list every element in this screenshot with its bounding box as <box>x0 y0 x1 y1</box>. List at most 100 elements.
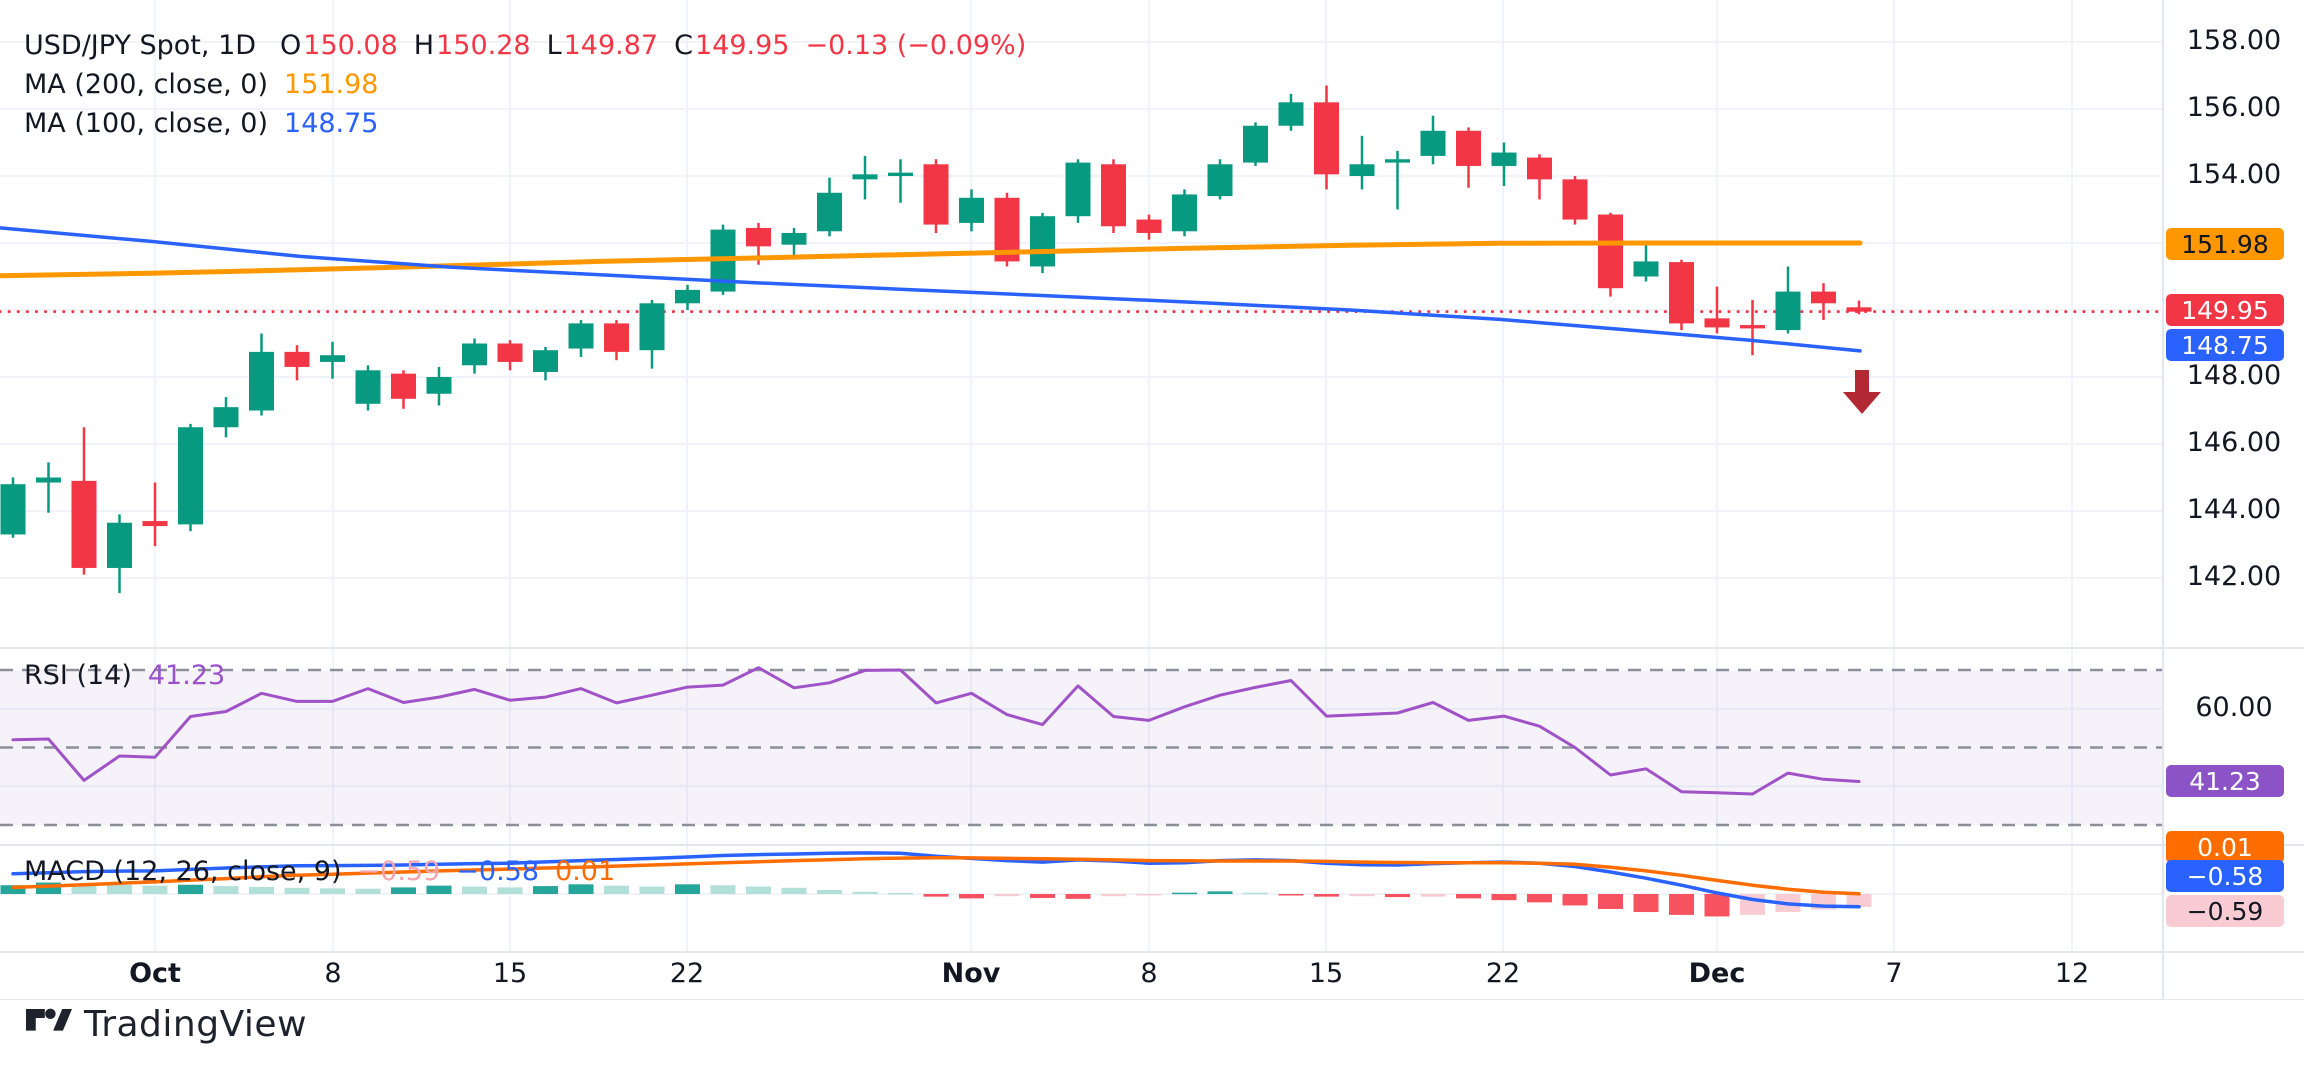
candlestick[interactable] <box>1846 300 1872 315</box>
symbol-title: USD/JPY Spot, 1D <box>24 30 257 61</box>
candlestick[interactable] <box>1811 283 1836 321</box>
main-legend[interactable]: USD/JPY Spot, 1D O 150.08 H 150.28 L 149.87… <box>24 30 1026 147</box>
time-tick-label: Nov <box>941 958 1001 989</box>
symbol-legend-row[interactable]: USD/JPY Spot, 1D O 150.08 H 150.28 L 149.87… <box>24 30 1026 69</box>
candlestick[interactable] <box>1172 189 1197 237</box>
tradingview-logo[interactable]: TradingView <box>26 1004 307 1045</box>
macd-signal-badge: 0.01 <box>2166 831 2284 863</box>
candlestick[interactable] <box>568 320 594 357</box>
ma200-price-badge: 151.98 <box>2166 228 2284 260</box>
candlestick[interactable] <box>142 482 168 547</box>
ma200-value: 151.98 <box>284 69 379 100</box>
price-tick-label: 154.00 <box>2186 159 2282 190</box>
time-tick-label: 15 <box>1308 958 1344 989</box>
candlestick[interactable] <box>1491 142 1517 187</box>
candlestick[interactable] <box>284 345 310 381</box>
candlestick[interactable] <box>1136 214 1162 240</box>
price-tick-label: 142.00 <box>2186 561 2282 592</box>
rsi-line[interactable] <box>11 666 1861 796</box>
pane-separators[interactable] <box>0 0 2304 1000</box>
ohlc-open: O 150.08 <box>280 30 398 61</box>
candlestick[interactable] <box>107 514 132 594</box>
down-arrow-marker[interactable] <box>1843 370 1881 414</box>
macd-label: MACD (12, 26, close, 9) <box>24 856 342 887</box>
candlestick[interactable] <box>71 427 97 575</box>
macd-signal-value: 0.01 <box>555 856 616 887</box>
candlestick[interactable] <box>1278 93 1304 131</box>
candlestick[interactable] <box>1207 159 1233 200</box>
candlestick[interactable] <box>462 338 487 374</box>
candlestick[interactable] <box>1030 212 1055 274</box>
candlestick[interactable] <box>994 192 1020 267</box>
time-tick-label: 12 <box>2054 958 2090 989</box>
ohlc-low: L 149.87 <box>546 30 659 61</box>
tradingview-logo-icon <box>26 1008 72 1031</box>
candlestick[interactable] <box>1527 154 1552 200</box>
ma-200-line[interactable] <box>0 240 1863 279</box>
candlestick[interactable] <box>1598 212 1623 297</box>
ma100-legend-row[interactable]: MA (100, close, 0) 148.75 <box>24 108 1026 147</box>
ohlc-close: C 149.95 <box>674 30 790 61</box>
time-tick-label: 22 <box>669 958 705 989</box>
ma-100-line[interactable] <box>0 226 1862 353</box>
price-tick-label: 144.00 <box>2186 494 2282 525</box>
rsi-label: RSI (14) <box>24 660 132 691</box>
candlestick[interactable] <box>391 370 416 409</box>
candlestick[interactable] <box>1456 127 1481 188</box>
last-price-badge: 149.95 <box>2166 294 2284 326</box>
candlestick[interactable] <box>36 462 61 513</box>
candlestick[interactable] <box>320 341 345 379</box>
candlestick[interactable] <box>639 299 665 369</box>
candlestick[interactable] <box>1633 244 1659 282</box>
ma200-legend-row[interactable]: MA (200, close, 0) 151.98 <box>24 69 1026 108</box>
candlestick[interactable] <box>1669 259 1694 331</box>
candlestick[interactable] <box>781 227 807 259</box>
ma100-price-badge: 148.75 <box>2166 329 2284 361</box>
candlestick[interactable] <box>533 346 558 381</box>
candlestick[interactable] <box>959 189 984 232</box>
time-tick-label: 22 <box>1485 958 1521 989</box>
chart-background <box>0 0 2304 1000</box>
rsi-legend[interactable]: RSI (14) 41.23 <box>24 660 225 694</box>
candlestick[interactable] <box>213 397 239 438</box>
candlestick[interactable] <box>1704 286 1730 334</box>
candlestick[interactable] <box>1349 135 1375 190</box>
macd-line-value: −0.58 <box>456 856 540 887</box>
candlestick[interactable] <box>1385 150 1410 210</box>
candlestick[interactable] <box>923 159 949 233</box>
macd-histogram[interactable] <box>0 882 1872 917</box>
candlestick[interactable] <box>852 155 878 200</box>
candlestick[interactable] <box>1243 122 1268 166</box>
candlestick[interactable] <box>817 177 842 237</box>
macd-hist-value: −0.59 <box>357 856 441 887</box>
candlestick[interactable] <box>1775 266 1801 334</box>
rsi-level-lines <box>0 668 2163 827</box>
time-tick-label: Oct <box>129 958 181 989</box>
candlestick[interactable] <box>675 284 700 310</box>
candlestick[interactable] <box>178 423 203 532</box>
candlestick[interactable] <box>604 320 629 361</box>
macd-hist-badge: −0.59 <box>2166 895 2284 927</box>
candlestick[interactable] <box>1740 299 1765 356</box>
candlestick[interactable] <box>249 333 274 416</box>
candlestick[interactable] <box>0 477 26 538</box>
candlestick[interactable] <box>1101 159 1126 233</box>
candlestick[interactable] <box>355 365 381 411</box>
macd-signal-line[interactable] <box>11 855 1861 896</box>
rsi-tick-label: 60.00 <box>2195 692 2273 723</box>
rsi-value: 41.23 <box>147 660 226 691</box>
price-tick-label: 146.00 <box>2186 427 2282 458</box>
macd-legend[interactable]: MACD (12, 26, close, 9) −0.59 −0.58 0.01 <box>24 856 615 890</box>
time-tick-label: Dec <box>1688 958 1746 989</box>
time-tick-label: 8 <box>324 958 342 989</box>
candlestick[interactable] <box>497 340 523 371</box>
candlestick[interactable] <box>1562 176 1588 225</box>
price-tick-label: 158.00 <box>2186 25 2282 56</box>
candlestick[interactable] <box>1420 115 1446 165</box>
candlestick[interactable] <box>1065 159 1091 223</box>
candlestick[interactable] <box>426 366 452 406</box>
candlestick[interactable] <box>1314 85 1339 190</box>
candlestick-series[interactable] <box>0 85 1872 594</box>
candlestick[interactable] <box>888 159 913 203</box>
chart-canvas[interactable] <box>0 0 2304 1000</box>
